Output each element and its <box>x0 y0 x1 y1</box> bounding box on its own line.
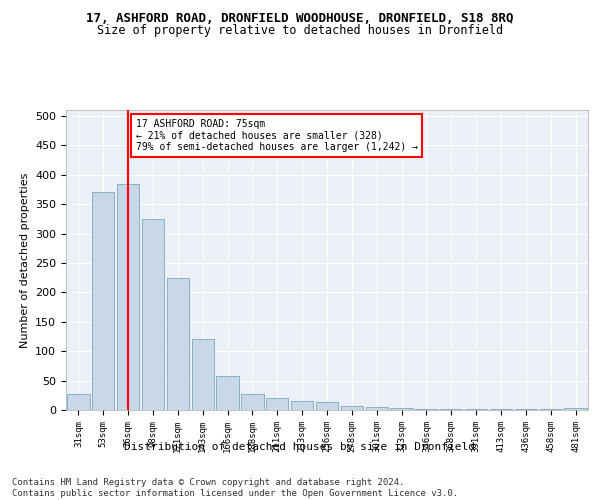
Bar <box>117 184 139 410</box>
Bar <box>266 398 289 410</box>
Bar <box>241 394 263 410</box>
Y-axis label: Number of detached properties: Number of detached properties <box>20 172 29 348</box>
Text: 17, ASHFORD ROAD, DRONFIELD WOODHOUSE, DRONFIELD, S18 8RQ: 17, ASHFORD ROAD, DRONFIELD WOODHOUSE, D… <box>86 12 514 26</box>
Bar <box>565 408 587 410</box>
Bar <box>291 400 313 410</box>
Text: Distribution of detached houses by size in Dronfield: Distribution of detached houses by size … <box>125 442 476 452</box>
Bar <box>191 340 214 410</box>
Text: 17 ASHFORD ROAD: 75sqm
← 21% of detached houses are smaller (328)
79% of semi-de: 17 ASHFORD ROAD: 75sqm ← 21% of detached… <box>136 119 418 152</box>
Text: Size of property relative to detached houses in Dronfield: Size of property relative to detached ho… <box>97 24 503 37</box>
Bar <box>316 402 338 410</box>
Bar <box>440 409 463 410</box>
Bar <box>415 409 437 410</box>
Bar <box>391 408 413 410</box>
Bar <box>465 409 487 410</box>
Text: Contains HM Land Registry data © Crown copyright and database right 2024.
Contai: Contains HM Land Registry data © Crown c… <box>12 478 458 498</box>
Bar <box>92 192 115 410</box>
Bar <box>142 219 164 410</box>
Bar <box>365 407 388 410</box>
Bar <box>341 406 363 410</box>
Bar <box>167 278 189 410</box>
Bar <box>217 376 239 410</box>
Bar <box>67 394 89 410</box>
